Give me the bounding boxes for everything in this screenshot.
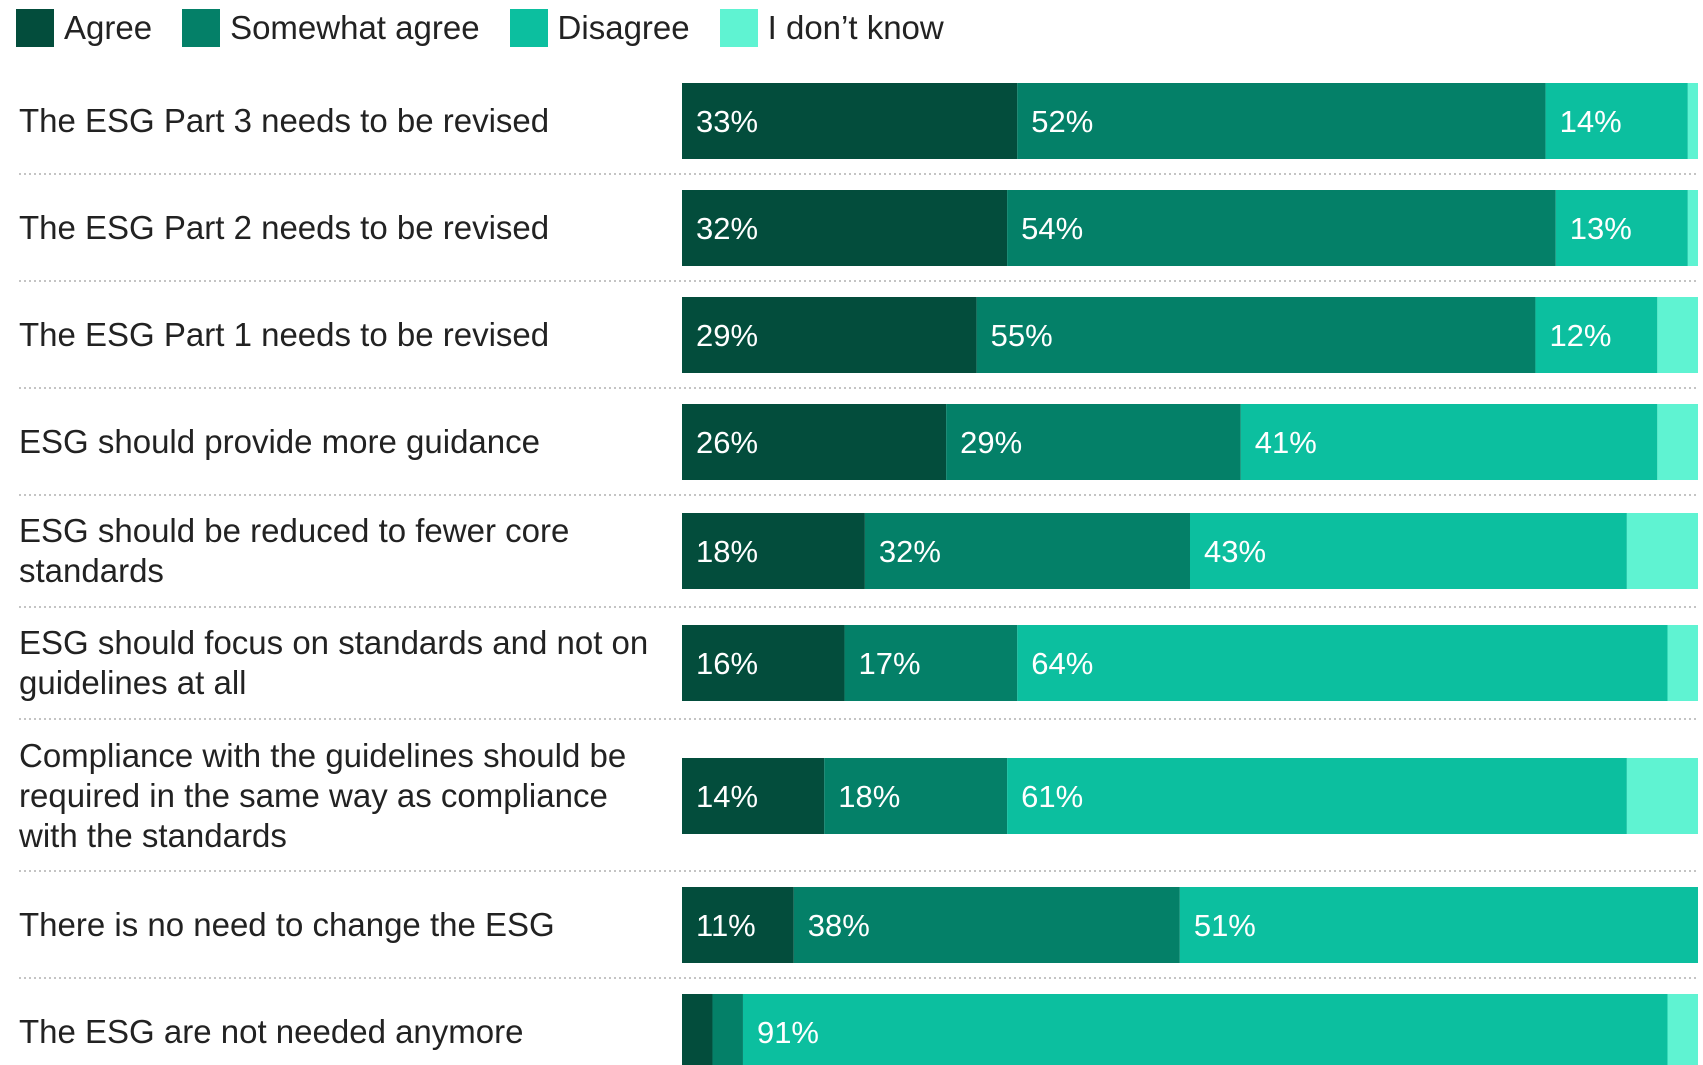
bar-segment [682,190,1008,266]
category-label: ESG should provide more guidance [19,423,540,460]
legend-label: I don’t know [767,9,944,46]
bar-segment [1667,994,1698,1065]
value-label: 14% [1560,104,1622,139]
value-label: 11% [696,908,756,943]
bar-segment [1626,513,1698,589]
value-label: 29% [960,425,1022,460]
value-label: 16% [696,646,758,681]
bar-segment [682,887,794,963]
bar-segment [1657,404,1698,480]
bar-segment [1190,513,1627,589]
bar-segment [1007,758,1627,834]
legend-swatch [719,9,758,47]
value-label: 41% [1255,425,1317,460]
value-label: 55% [991,318,1053,353]
value-label: 61% [1021,779,1083,814]
bar-segment [712,994,743,1065]
category-label: There is no need to change the ESG [19,906,555,943]
value-label: 43% [1204,534,1266,569]
category-label: Compliance with the guidelines should be [19,737,626,774]
category-label: The ESG Part 3 needs to be revised [19,102,549,139]
legend-label: Agree [64,9,153,46]
legend-swatch [509,9,548,47]
legend-item: Agree [16,9,152,47]
chart-legend: Agree Somewhat agree Disagree I don’t know [16,6,974,50]
bar-segment [1179,887,1698,963]
legend-swatch [182,9,221,47]
legend-item: I don’t know [719,9,944,47]
bar-segment [1687,190,1698,266]
bar-segment [1657,297,1698,373]
bar-segment [824,758,1008,834]
category-label: with the standards [18,817,287,854]
category-label: The ESG are not needed anymore [19,1013,523,1050]
value-label: 51% [1194,908,1256,943]
value-label: 13% [1570,211,1632,246]
legend-item: Somewhat agree [182,9,480,47]
category-label: ESG should be reduced to fewer core [19,512,569,549]
bar-segment [1007,190,1556,266]
bar-segment [1545,83,1688,159]
bar-segment [682,994,713,1065]
bar-segment [844,625,1018,701]
category-label: guidelines at all [19,664,247,701]
value-label: 33% [696,104,758,139]
bar-segment [864,513,1190,589]
bar-segment [682,297,977,373]
value-label: 17% [859,646,921,681]
bar-segment [1667,625,1698,701]
bar-segment [976,297,1536,373]
category-label: The ESG Part 1 needs to be revised [19,316,549,353]
value-label: 52% [1031,104,1093,139]
bar-segment [1017,83,1546,159]
value-label: 32% [879,534,941,569]
legend-label: Disagree [557,9,690,46]
value-label: 14% [696,779,758,814]
value-label: 64% [1031,646,1093,681]
category-label: ESG should focus on standards and not on [19,624,648,661]
bar-segment [1555,190,1688,266]
value-label: 12% [1549,318,1611,353]
bar-segment [1626,758,1698,834]
category-label: standards [19,552,164,589]
value-label: 91% [757,1015,819,1050]
legend-item: Disagree [509,9,690,47]
value-label: 54% [1021,211,1083,246]
value-label: 38% [808,908,870,943]
bar-segment [1535,297,1658,373]
bar-segment [682,758,825,834]
bar-segment [742,994,1668,1065]
legend-label: Somewhat agree [230,9,480,46]
bar-segment [1687,83,1698,159]
bar-segment [946,404,1241,480]
value-label: 18% [696,534,758,569]
category-label: required in the same way as compliance [19,777,608,814]
value-label: 29% [696,318,758,353]
legend-swatch [16,9,54,47]
value-label: 26% [696,425,758,460]
bar-segment [1240,404,1658,480]
bar-segment [793,887,1180,963]
bar-segment [682,83,1018,159]
value-label: 32% [696,211,758,246]
bar-segment [682,404,947,480]
bar-segment [682,513,865,589]
bar-segment [1017,625,1668,701]
value-label: 18% [838,779,900,814]
category-label: The ESG Part 2 needs to be revised [19,209,549,246]
bar-segment [682,625,845,701]
